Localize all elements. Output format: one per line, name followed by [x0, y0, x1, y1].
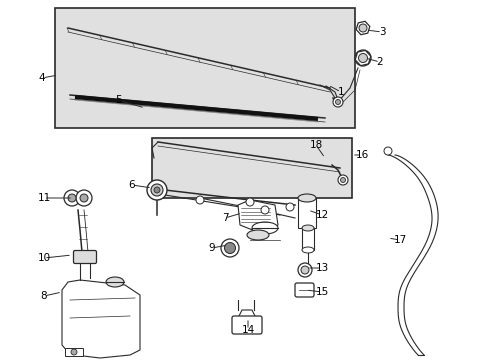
- Text: 10: 10: [38, 253, 50, 263]
- Circle shape: [68, 194, 76, 202]
- Text: 14: 14: [241, 325, 254, 335]
- Ellipse shape: [246, 230, 268, 240]
- Circle shape: [358, 24, 366, 32]
- Text: 2: 2: [376, 57, 383, 67]
- Ellipse shape: [302, 225, 313, 231]
- Circle shape: [261, 206, 268, 214]
- Text: 8: 8: [41, 291, 47, 301]
- Circle shape: [335, 99, 340, 104]
- Circle shape: [76, 190, 92, 206]
- Text: 13: 13: [315, 263, 328, 273]
- Circle shape: [297, 263, 311, 277]
- Circle shape: [154, 187, 160, 193]
- Text: 12: 12: [315, 210, 328, 220]
- Bar: [55, 8, 354, 128]
- Bar: [297, 198, 315, 228]
- Polygon shape: [62, 280, 140, 358]
- Bar: [152, 138, 351, 198]
- Circle shape: [285, 203, 293, 211]
- Text: 1: 1: [337, 87, 344, 97]
- Circle shape: [196, 196, 203, 204]
- Circle shape: [147, 180, 167, 200]
- FancyBboxPatch shape: [294, 283, 313, 297]
- Ellipse shape: [297, 194, 315, 202]
- Circle shape: [301, 266, 308, 274]
- Circle shape: [151, 184, 163, 196]
- FancyBboxPatch shape: [231, 316, 262, 334]
- Ellipse shape: [251, 222, 278, 234]
- Ellipse shape: [302, 247, 313, 253]
- FancyBboxPatch shape: [73, 251, 96, 264]
- Text: 11: 11: [37, 193, 51, 203]
- Text: 16: 16: [355, 150, 368, 160]
- Circle shape: [245, 198, 253, 206]
- Ellipse shape: [106, 277, 124, 287]
- Circle shape: [340, 177, 345, 183]
- Bar: [302, 228, 313, 250]
- Circle shape: [221, 239, 239, 257]
- Circle shape: [80, 194, 88, 202]
- Text: 5: 5: [115, 95, 121, 105]
- Bar: [65, 348, 83, 356]
- Text: 7: 7: [221, 213, 228, 223]
- Text: 17: 17: [392, 235, 406, 245]
- Text: 15: 15: [315, 287, 328, 297]
- Circle shape: [332, 97, 342, 107]
- Circle shape: [71, 349, 77, 355]
- Text: 9: 9: [208, 243, 215, 253]
- Circle shape: [358, 54, 367, 63]
- Circle shape: [64, 190, 80, 206]
- Circle shape: [354, 50, 370, 66]
- Circle shape: [224, 243, 235, 253]
- Text: 18: 18: [309, 140, 322, 150]
- Circle shape: [337, 175, 347, 185]
- Text: 4: 4: [39, 73, 45, 83]
- Text: 3: 3: [378, 27, 385, 37]
- Circle shape: [383, 147, 391, 155]
- Text: 6: 6: [128, 180, 135, 190]
- Polygon shape: [238, 200, 278, 235]
